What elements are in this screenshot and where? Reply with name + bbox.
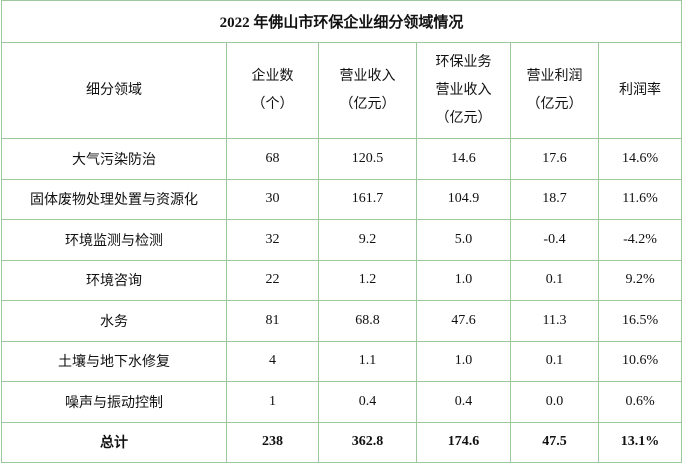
cell: 68.8	[318, 300, 417, 342]
cell: 14.6%	[597, 138, 683, 180]
cell: 0.4	[318, 381, 417, 423]
cell: 1.0	[416, 340, 511, 382]
cell: 161.7	[318, 178, 417, 220]
cell: 4	[226, 340, 319, 382]
header-line: 细分领域	[86, 82, 142, 98]
header-cell: 环保业务营业收入 （亿元）	[416, 42, 511, 139]
header-cell: 营业收入 （亿元）	[318, 42, 417, 139]
header-row: 细分领域 企业数 （个） 营业收入 （亿元） 环保业务 营业收入 （亿元） 营业利润 （亿元） 利润…	[1, 42, 683, 139]
header-line: （亿元）	[339, 96, 396, 112]
cell: 土壤与地下水修复	[1, 340, 227, 382]
cell: 17.6	[510, 138, 599, 180]
cell: 5.0	[416, 219, 511, 261]
cell: 68	[226, 138, 319, 180]
cell: 0.1	[510, 340, 599, 382]
table-title: 2022 年佛山市环保企业细分领域情况	[0, 0, 683, 43]
total-cell: 总计	[1, 421, 227, 463]
cell: 18.7	[510, 178, 599, 220]
data-row: 大气污染防治 68 120.5 14.6 17.6 14.6%	[1, 138, 683, 180]
cell: 22	[226, 259, 319, 301]
header-line: （亿元）	[526, 96, 583, 112]
cell: 0.1	[510, 259, 599, 301]
header-line: 营业利润	[526, 68, 583, 84]
data-row: 噪声与振动控制 1 0.4 0.4 0.0 0.6%	[1, 381, 683, 423]
total-cell: 13.1%	[597, 421, 683, 463]
data-row: 固体废物处理处置与资源化 30 161.7 104.9 18.7 11.6%	[1, 178, 683, 220]
data-row: 水务 81 68.8 47.6 11.3 16.5%	[1, 300, 683, 342]
header-line: 营业收入	[339, 68, 396, 84]
cell: -4.2%	[597, 219, 683, 261]
header-line: 利润率	[619, 82, 662, 98]
header-cell: 营业利润 （亿元）	[510, 42, 599, 139]
cell: 14.6	[416, 138, 511, 180]
cell: 0.6%	[597, 381, 683, 423]
header-line: 企业数	[251, 68, 294, 84]
cell: 1.2	[318, 259, 417, 301]
total-cell: 238	[226, 421, 319, 463]
cell: 噪声与振动控制	[1, 381, 227, 423]
cell: 环境咨询	[1, 259, 227, 301]
cell: 0.0	[510, 381, 599, 423]
cell: 1.0	[416, 259, 511, 301]
cell: 0.4	[416, 381, 511, 423]
total-cell: 362.8	[318, 421, 417, 463]
header-line: （个）	[251, 96, 294, 112]
cell: 9.2	[318, 219, 417, 261]
data-row: 环境咨询 22 1.2 1.0 0.1 9.2%	[1, 259, 683, 301]
cell: 1.1	[318, 340, 417, 382]
cell: 1	[226, 381, 319, 423]
cell: 10.6%	[597, 340, 683, 382]
header-line: （亿元）	[435, 110, 492, 126]
cell: 81	[226, 300, 319, 342]
cell: 16.5%	[597, 300, 683, 342]
cell: 大气污染防治	[1, 138, 227, 180]
header-line: 环保业务	[435, 54, 492, 70]
cell: 11.3	[510, 300, 599, 342]
cell: 水务	[1, 300, 227, 342]
total-cell: 47.5	[510, 421, 599, 463]
cell: 104.9	[416, 178, 511, 220]
header-line: 营业收入	[435, 82, 492, 98]
cell: 9.2%	[597, 259, 683, 301]
header-cell: 企业数 （个）	[226, 42, 319, 139]
cell: 47.6	[416, 300, 511, 342]
cell: 120.5	[318, 138, 417, 180]
cell: -0.4	[510, 219, 599, 261]
cell: 32	[226, 219, 319, 261]
cell: 环境监测与检测	[1, 219, 227, 261]
total-cell: 174.6	[416, 421, 511, 463]
data-row: 环境监测与检测 32 9.2 5.0 -0.4 -4.2%	[1, 219, 683, 261]
header-cell: 细分领域	[1, 42, 227, 139]
cell: 11.6%	[597, 178, 683, 220]
data-row: 土壤与地下水修复 4 1.1 1.0 0.1 10.6%	[1, 340, 683, 382]
header-cell: 利润率	[597, 42, 683, 139]
total-row: 总计 238 362.8 174.6 47.5 13.1%	[1, 421, 683, 463]
cell: 固体废物处理处置与资源化	[1, 178, 227, 220]
cell: 30	[226, 178, 319, 220]
